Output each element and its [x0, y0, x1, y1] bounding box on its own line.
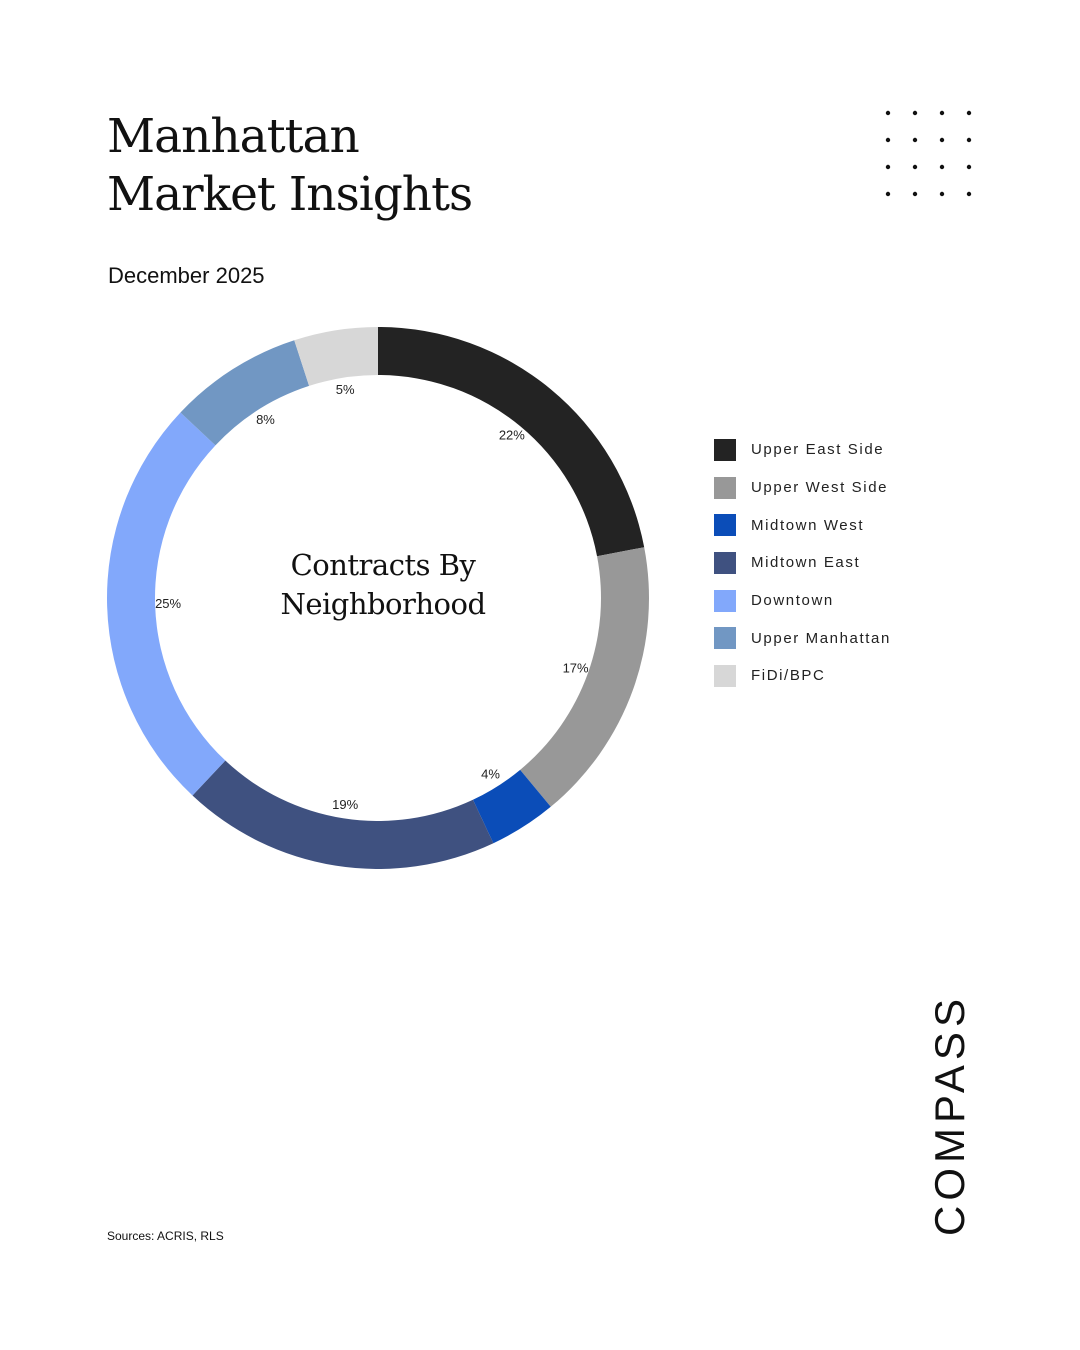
legend-item: Midtown East — [714, 544, 891, 582]
legend-label: Midtown West — [751, 516, 865, 534]
legend-label: Midtown East — [751, 554, 861, 572]
chart-title: Contracts By Neighborhood — [228, 546, 538, 624]
donut-slice — [520, 547, 649, 807]
legend-swatch — [714, 476, 736, 499]
legend-label: FiDi/BPC — [751, 667, 826, 685]
legend-item: Midtown West — [714, 506, 891, 544]
donut-slice — [294, 327, 378, 386]
donut-slice — [180, 340, 310, 446]
compass-logo: COMPASS — [926, 990, 973, 1240]
legend-item: Upper East Side — [714, 431, 891, 469]
legend-label: Upper West Side — [751, 479, 889, 497]
report-date: December 2025 — [108, 263, 265, 288]
legend-swatch — [714, 664, 736, 687]
slice-value-label: 22% — [499, 428, 525, 443]
legend-item: FiDi/BPC — [714, 657, 891, 695]
slice-value-label: 19% — [332, 797, 358, 812]
slice-value-label: 4% — [481, 767, 500, 782]
chart-title-line-1: Contracts By — [290, 548, 476, 582]
page-title: Manhattan Market Insights — [107, 108, 473, 224]
legend-label: Downtown — [751, 592, 834, 610]
legend-swatch — [714, 589, 736, 612]
slice-value-label: 25% — [155, 596, 181, 611]
slice-value-label: 17% — [563, 661, 589, 676]
legend-label: Upper East Side — [751, 441, 885, 459]
dot-grid-decoration — [885, 110, 972, 197]
chart-legend: Upper East Side Upper West Side Midtown We… — [714, 431, 891, 695]
donut-slice — [192, 760, 494, 870]
chart-title-line-2: Neighborhood — [280, 587, 486, 621]
title-line-1: Manhattan — [107, 109, 360, 164]
sources-note: Sources: ACRIS, RLS — [107, 1229, 224, 1243]
legend-swatch — [714, 627, 736, 650]
legend-swatch — [714, 551, 736, 574]
legend-item: Upper West Side — [714, 469, 891, 507]
slice-value-label: 8% — [256, 412, 275, 427]
donut-slice — [472, 769, 551, 844]
donut-slice — [107, 412, 226, 796]
logo-wordmark: COMPASS — [926, 994, 973, 1236]
title-line-2: Market Insights — [107, 167, 473, 222]
legend-item: Downtown — [714, 582, 891, 620]
slice-value-label: 5% — [336, 382, 355, 397]
legend-item: Upper Manhattan — [714, 619, 891, 657]
legend-swatch — [714, 514, 736, 537]
donut-slice — [378, 327, 645, 557]
legend-swatch — [714, 438, 736, 461]
donut-chart: 22% 17% 4% 19% 25% 8% 5% — [107, 327, 649, 870]
legend-label: Upper Manhattan — [751, 629, 891, 647]
